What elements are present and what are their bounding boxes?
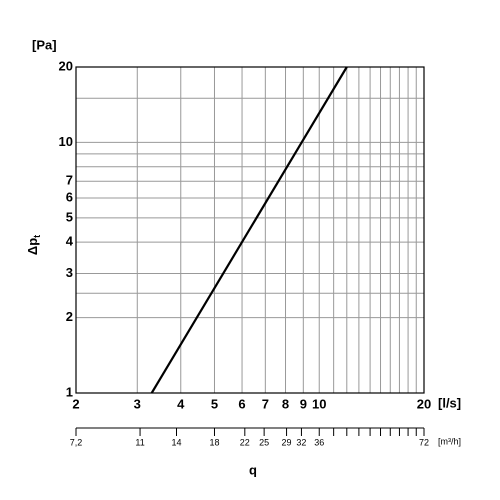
x2-tick-label: 36 <box>314 437 324 447</box>
x-unit: [l/s] <box>438 395 461 410</box>
x2-tick-label: 25 <box>259 437 269 447</box>
y-tick-label: 7 <box>66 173 73 188</box>
x2-tick-label: 11 <box>135 437 144 447</box>
y-label-sub: t <box>32 235 42 238</box>
y-tick-label: 5 <box>66 209 73 224</box>
x-label: q <box>249 462 257 477</box>
x2-tick-label: 72 <box>419 437 429 447</box>
y-tick-label: 4 <box>66 234 74 249</box>
x-tick-label: 2 <box>72 396 79 411</box>
x-tick-label: 20 <box>417 396 431 411</box>
x-tick-label: 7 <box>262 396 269 411</box>
x2-tick-label: 32 <box>296 437 306 447</box>
x2-tick-label: 14 <box>171 437 181 447</box>
y-unit: [Pa] <box>32 37 57 52</box>
y-tick-label: 20 <box>59 58 73 73</box>
x2-tick-label: 22 <box>240 437 250 447</box>
y-label: Δpt <box>25 235 42 255</box>
x-tick-label: 3 <box>134 396 141 411</box>
x2-unit: [m³/h] <box>438 436 461 446</box>
y-tick-label: 10 <box>59 134 73 149</box>
x-tick-label: 6 <box>238 396 245 411</box>
x-tick-label: 5 <box>211 396 218 411</box>
plot-frame <box>75 66 425 394</box>
y-tick-label: 3 <box>66 265 73 280</box>
x-tick-label: 4 <box>177 396 185 411</box>
data-line <box>150 66 348 394</box>
y-label-text: Δpt <box>25 235 42 255</box>
x-tick-label: 8 <box>282 396 289 411</box>
y-tick-label: 2 <box>66 309 73 324</box>
x2-tick-label: 18 <box>209 437 219 447</box>
x2-tick-label: 7,2 <box>70 437 83 447</box>
x-tick-label: 10 <box>312 396 326 411</box>
y-label-main: Δp <box>25 238 40 255</box>
y-tick-label: 1 <box>66 384 73 399</box>
x2-tick-label: 29 <box>282 437 292 447</box>
y-tick-label: 6 <box>66 189 73 204</box>
x-tick-label: 9 <box>300 396 307 411</box>
